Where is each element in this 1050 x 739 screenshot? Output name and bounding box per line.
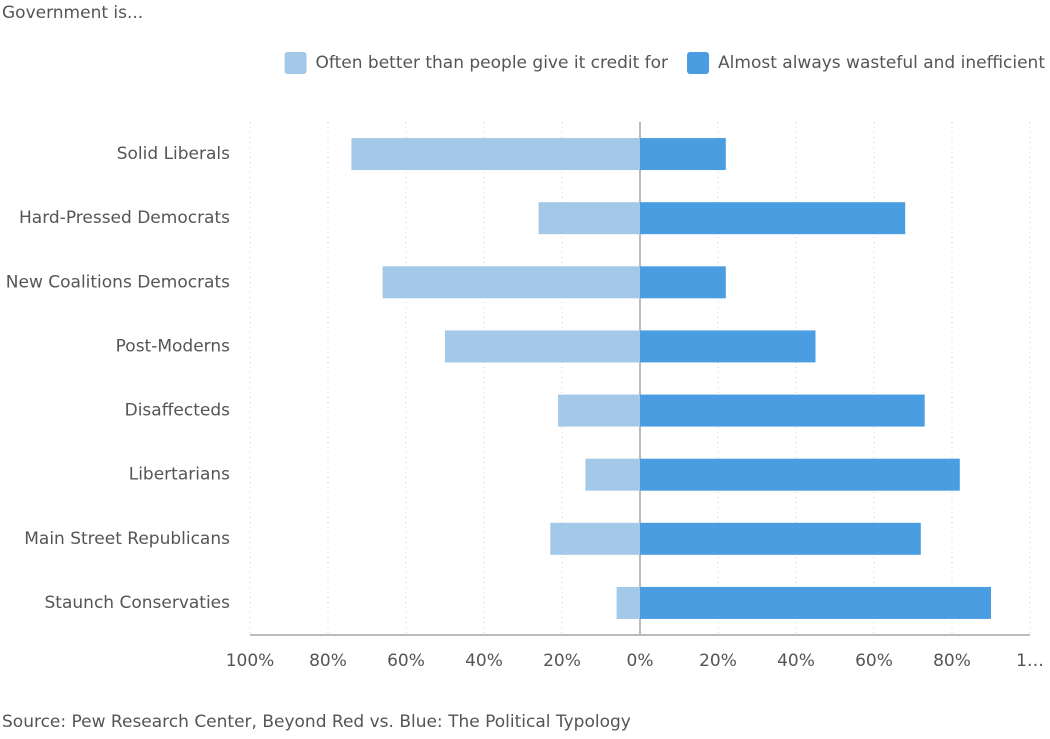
bar [640,330,816,363]
y-tick-label: Post-Moderns [116,336,230,356]
bar [351,138,640,171]
x-tick-label: 0% [627,651,654,671]
x-tick-label: 20% [699,651,737,671]
bar [445,330,640,363]
y-tick-label: Hard-Pressed Democrats [19,208,230,228]
chart-title: Government is... [2,3,143,23]
x-tick-label: 1… [1016,651,1044,671]
y-tick-label: Libertarians [129,465,230,485]
y-tick-label: Main Street Republicans [24,529,230,549]
bar [616,586,640,619]
x-tick-label: 60% [855,651,893,671]
bar [640,202,906,235]
bar [640,586,991,619]
x-tick-label: 60% [387,651,425,671]
bar [640,394,925,427]
x-tick-label: 100% [226,651,275,671]
source: Source: Pew Research Center, Beyond Red … [2,712,631,732]
y-tick-label: Disaffecteds [125,401,231,421]
y-tick-label: New Coalitions Democrats [6,272,230,292]
bar [640,522,921,555]
bar [640,458,960,491]
y-tick-label: Staunch Conservaties [45,593,231,613]
bar [538,202,640,235]
x-tick-label: 80% [309,651,347,671]
legend-label: Almost always wasteful and inefficient [718,53,1045,73]
bar [550,522,640,555]
legend-label: Often better than people give it credit … [316,53,668,73]
x-tick-label: 80% [933,651,971,671]
legend-swatch [687,52,710,74]
x-tick-label: 20% [543,651,581,671]
bar [640,138,726,171]
bar [585,458,640,491]
x-tick-label: 40% [777,651,815,671]
x-tick-label: 40% [465,651,503,671]
legend-swatch [284,52,307,74]
bar [640,266,726,299]
bar [558,394,640,427]
y-tick-label: Solid Liberals [117,144,230,164]
bar [382,266,640,299]
